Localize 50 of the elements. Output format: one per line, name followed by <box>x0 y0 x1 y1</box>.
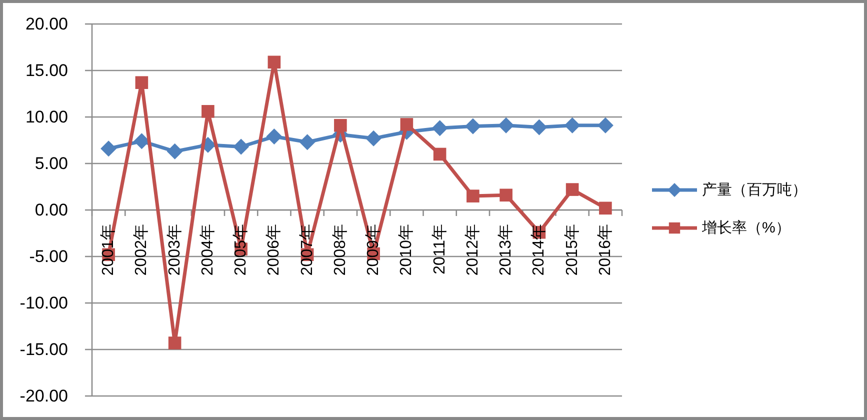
x-tick-label: 2014年 <box>530 224 548 276</box>
legend-label: 产量（百万吨） <box>702 182 807 198</box>
point <box>100 140 117 157</box>
y-tick-label: 15.00 <box>25 61 68 80</box>
point <box>166 143 183 160</box>
point <box>135 76 148 89</box>
x-tick-label: 2008年 <box>332 224 349 276</box>
legend-label: 增长率（%） <box>701 220 790 236</box>
point <box>531 119 548 136</box>
y-tick-label: 0.00 <box>34 200 68 220</box>
y-tick-label: -20.00 <box>20 386 68 406</box>
x-tick-label: 2007年 <box>298 224 316 276</box>
point <box>400 118 414 131</box>
point <box>500 188 512 202</box>
point <box>299 134 316 150</box>
point <box>268 56 281 69</box>
point <box>202 105 214 118</box>
x-tick-label: 2006年 <box>266 224 283 276</box>
point <box>564 117 580 134</box>
x-tick-label: 2005年 <box>232 224 250 276</box>
x-tick-label: 2016年 <box>596 224 614 276</box>
y-tick-label: -15.00 <box>20 340 68 359</box>
y-tick-label: -10.00 <box>20 294 68 312</box>
x-tick-label: 2002年 <box>133 224 150 276</box>
y-tick-label: 10.00 <box>25 108 68 126</box>
x-tick-label: 2013年 <box>498 224 515 276</box>
x-tick-label: 2015年 <box>564 224 581 276</box>
point <box>498 117 514 134</box>
y-tick-label: -5.00 <box>29 247 68 266</box>
point <box>597 117 614 134</box>
point <box>366 130 382 146</box>
x-tick-label: 2009年 <box>365 224 382 276</box>
point <box>599 202 612 215</box>
point <box>432 120 448 136</box>
point <box>433 148 446 161</box>
point <box>334 118 347 132</box>
point <box>566 183 579 196</box>
point <box>233 138 250 155</box>
point <box>168 336 182 350</box>
x-tick-label: 2011年 <box>431 224 448 274</box>
x-tick-label: 2003年 <box>166 224 184 276</box>
point <box>466 190 480 202</box>
x-tick-label: 2004年 <box>199 224 216 276</box>
point <box>464 118 481 134</box>
x-tick-label: 2001年 <box>100 224 118 276</box>
point <box>266 128 282 145</box>
x-tick-label: 2012年 <box>464 224 482 276</box>
y-tick-label: 5.00 <box>34 154 68 173</box>
y-tick-label: 20.00 <box>25 14 68 34</box>
x-tick-label: 2010年 <box>398 224 416 276</box>
